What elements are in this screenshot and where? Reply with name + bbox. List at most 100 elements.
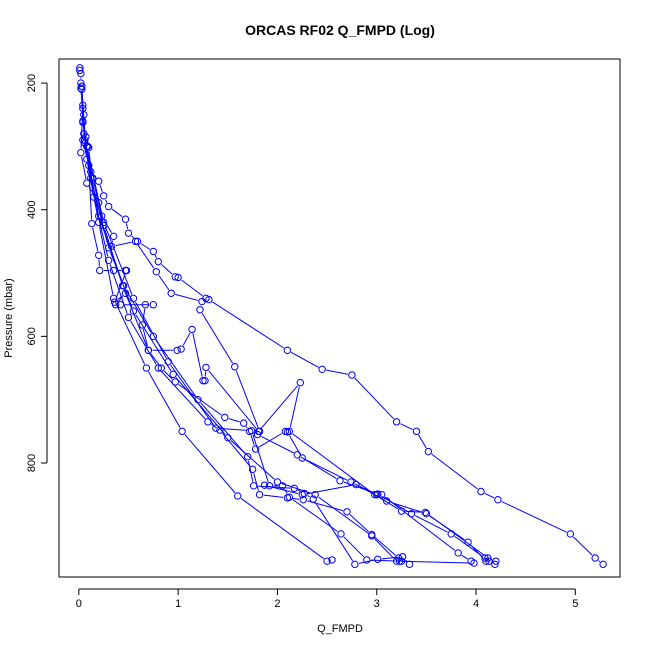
series-segment xyxy=(220,427,248,431)
data-series xyxy=(260,480,490,565)
data-point xyxy=(566,530,575,538)
series-segment xyxy=(140,243,151,250)
series-segment xyxy=(161,264,173,275)
series-segment xyxy=(405,510,422,513)
data-point xyxy=(77,84,85,92)
data-point xyxy=(167,289,175,298)
y-tick-label: 200 xyxy=(26,74,38,92)
data-point xyxy=(199,376,207,385)
series-segment xyxy=(99,185,103,192)
series-segment xyxy=(137,244,155,269)
series-segment xyxy=(142,328,148,347)
series-segment xyxy=(263,494,284,498)
series-segment xyxy=(289,435,301,455)
data-point xyxy=(492,557,500,565)
series-segment xyxy=(115,241,132,247)
series-segment xyxy=(135,314,172,372)
data-point xyxy=(95,212,103,220)
plot-area-frame xyxy=(58,58,621,578)
series-segment xyxy=(326,369,348,375)
data-point xyxy=(323,557,331,565)
data-point xyxy=(265,482,274,490)
series-segment xyxy=(182,332,191,346)
series-segment xyxy=(470,544,484,559)
data-point xyxy=(392,557,401,565)
data-point xyxy=(239,419,248,427)
series-segment xyxy=(93,182,104,222)
series-segment xyxy=(318,496,369,534)
data-point xyxy=(351,560,359,569)
data-point xyxy=(397,507,406,515)
series-segment xyxy=(150,353,160,365)
chart-title: ORCAS RF02 Q_FMPD (Log) xyxy=(245,22,435,38)
data-point xyxy=(88,219,96,228)
data-point xyxy=(76,66,84,75)
series-segment xyxy=(415,515,448,533)
data-series xyxy=(76,64,607,569)
data-point xyxy=(122,266,131,275)
data-point xyxy=(121,215,130,223)
series-segment xyxy=(228,418,240,423)
series-segment xyxy=(261,435,294,454)
data-point xyxy=(398,553,407,561)
data-series xyxy=(79,117,478,567)
data-point xyxy=(202,363,210,372)
data-point xyxy=(205,295,213,304)
data-point xyxy=(591,554,599,562)
series-segment xyxy=(81,156,87,180)
data-point xyxy=(255,490,264,499)
series-segment xyxy=(358,559,374,564)
series-segment xyxy=(240,498,324,560)
data-point xyxy=(104,244,113,252)
data-point xyxy=(154,364,162,372)
y-tick-label: 600 xyxy=(26,327,38,345)
series-segment xyxy=(289,386,300,428)
series-segment xyxy=(248,460,254,482)
series-segment xyxy=(175,377,226,435)
series-segment xyxy=(170,364,214,426)
data-point xyxy=(249,482,258,490)
data-point xyxy=(90,193,98,201)
data-point xyxy=(99,192,108,200)
data-point xyxy=(201,376,209,385)
x-axis: 0 1 2 3 4 5 xyxy=(76,588,578,610)
series-segment xyxy=(400,423,413,430)
series-segment xyxy=(245,426,248,429)
series-segment xyxy=(123,289,148,347)
data-point xyxy=(243,452,252,461)
series-segment xyxy=(290,351,319,368)
data-point xyxy=(95,177,103,185)
data-series-layer xyxy=(76,64,607,569)
data-point xyxy=(133,237,142,246)
data-point xyxy=(482,557,490,565)
x-tick-label: 4 xyxy=(473,598,479,610)
series-segment xyxy=(315,502,354,562)
x-tick-label: 3 xyxy=(374,598,380,610)
data-point xyxy=(124,229,133,237)
data-point xyxy=(348,371,356,379)
data-point xyxy=(104,256,113,265)
series-segment xyxy=(130,320,157,365)
data-point xyxy=(363,556,371,564)
data-point xyxy=(248,465,257,474)
series-segment xyxy=(125,223,129,230)
series-segment xyxy=(83,144,89,162)
data-point xyxy=(283,428,292,436)
series-segment xyxy=(148,371,181,428)
data-point xyxy=(477,487,485,496)
data-point xyxy=(95,251,103,260)
data-point xyxy=(422,509,431,518)
series-segment xyxy=(82,125,91,174)
series-segment xyxy=(343,536,365,558)
data-point xyxy=(494,496,502,504)
data-point xyxy=(77,69,85,78)
series-segment xyxy=(104,226,133,295)
series-segment xyxy=(349,514,370,533)
series-segment xyxy=(354,377,395,420)
series-segment xyxy=(154,255,157,259)
data-point xyxy=(76,64,84,72)
series-segment xyxy=(91,181,109,244)
data-point xyxy=(87,174,95,182)
series-segment xyxy=(258,433,283,448)
